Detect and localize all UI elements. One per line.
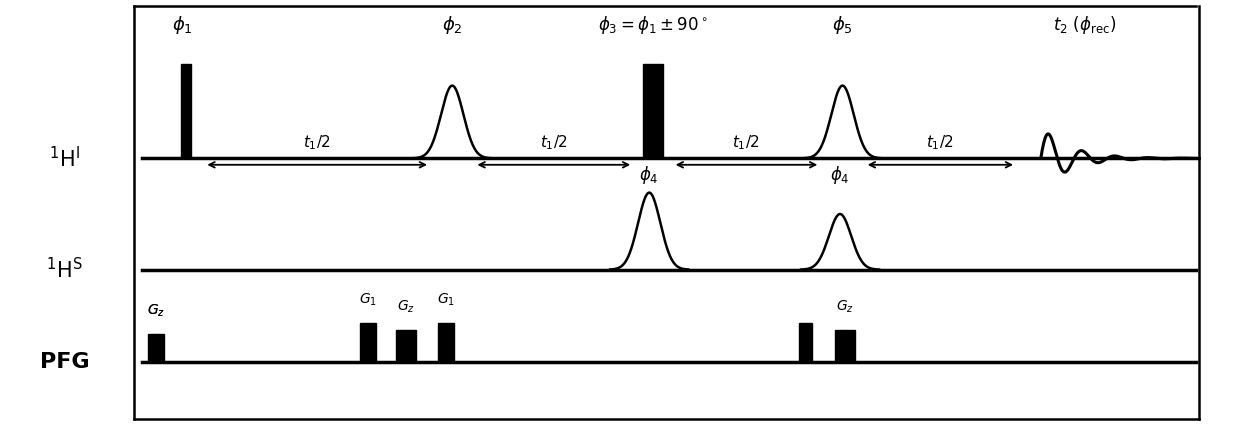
Text: $t_1/2$: $t_1/2$: [304, 133, 331, 152]
Bar: [643, 64, 663, 158]
Text: $G_z$: $G_z$: [398, 298, 415, 315]
Text: $G_1$: $G_1$: [437, 292, 455, 308]
Bar: [396, 330, 416, 362]
Text: $\phi_3=\phi_1\pm90^\circ$: $\phi_3=\phi_1\pm90^\circ$: [598, 15, 707, 36]
Bar: [439, 323, 453, 362]
Text: $\phi_4$: $\phi_4$: [639, 164, 659, 186]
Text: $t_1/2$: $t_1/2$: [732, 133, 760, 152]
Bar: [799, 323, 812, 362]
Text: $^{1}\mathrm{H}^{\mathrm{S}}$: $^{1}\mathrm{H}^{\mathrm{S}}$: [46, 257, 83, 282]
Text: PFG: PFG: [40, 352, 89, 372]
Bar: [181, 64, 191, 158]
Text: $G_z$: $G_z$: [836, 298, 854, 315]
Text: $t_1/2$: $t_1/2$: [927, 133, 954, 152]
Text: $\phi_1$: $\phi_1$: [172, 15, 192, 36]
Text: $t_2\ (\phi_{\mathrm{rec}})$: $t_2\ (\phi_{\mathrm{rec}})$: [1052, 15, 1116, 36]
Text: $G_z$: $G_z$: [147, 303, 165, 319]
Text: $G_1$: $G_1$: [359, 292, 377, 308]
Text: $\phi_5$: $\phi_5$: [833, 15, 852, 36]
Bar: [147, 334, 164, 362]
Bar: [359, 323, 377, 362]
Text: $\phi_2$: $\phi_2$: [442, 15, 462, 36]
Text: $t_1/2$: $t_1/2$: [540, 133, 567, 152]
Text: $\phi_4$: $\phi_4$: [830, 164, 850, 186]
Bar: [835, 330, 855, 362]
Text: $^{1}\mathrm{H}^{\mathrm{I}}$: $^{1}\mathrm{H}^{\mathrm{I}}$: [50, 146, 79, 171]
Text: $G_z$: $G_z$: [147, 303, 165, 319]
